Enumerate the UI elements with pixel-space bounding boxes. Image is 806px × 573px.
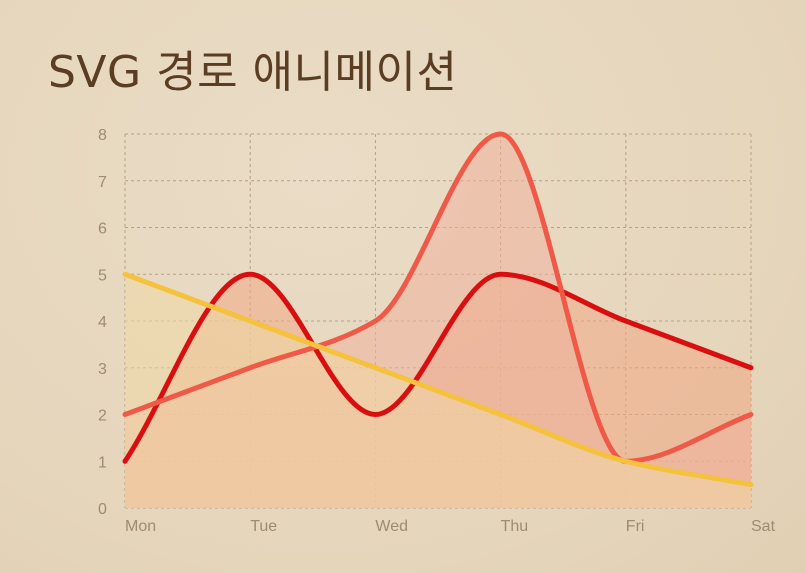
y-tick-label: 5 [98, 267, 107, 284]
y-tick-label: 7 [98, 174, 107, 191]
x-tick-label: Tue [250, 518, 277, 535]
y-axis-ticks: 0 1 2 3 4 5 6 7 8 [98, 127, 107, 518]
x-tick-label: Mon [125, 518, 156, 535]
x-tick-label: Wed [375, 518, 408, 535]
x-tick-label: Sat [751, 518, 776, 535]
y-tick-label: 6 [98, 221, 107, 238]
x-tick-label: Thu [501, 518, 529, 535]
area-fills [125, 134, 751, 508]
x-axis-ticks: Mon Tue Wed Thu Fri Sat [125, 518, 776, 535]
y-tick-label: 4 [98, 314, 107, 331]
x-tick-label: Fri [626, 518, 645, 535]
y-tick-label: 2 [98, 408, 107, 425]
y-tick-label: 0 [98, 501, 107, 518]
y-tick-label: 8 [98, 127, 107, 144]
y-tick-label: 1 [98, 454, 107, 471]
y-tick-label: 3 [98, 361, 107, 378]
